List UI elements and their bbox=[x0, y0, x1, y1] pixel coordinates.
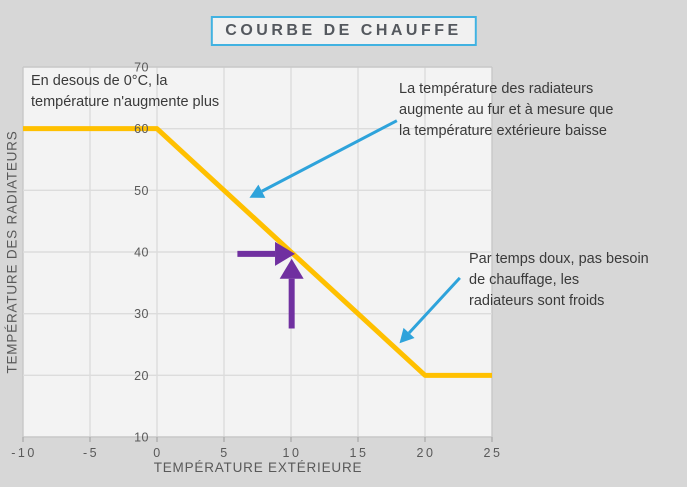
x-tick-label: -5 bbox=[83, 446, 99, 460]
chart-title: COURBE DE CHAUFFE bbox=[210, 16, 477, 46]
x-tick-labels: -10 -5 0 5 10 15 20 25 bbox=[11, 446, 503, 460]
callout-arrow-mild bbox=[399, 276, 461, 344]
x-tick-label: 5 bbox=[220, 446, 229, 460]
y-tick-label: 30 bbox=[134, 307, 149, 321]
marker-arrow-horizontal bbox=[237, 241, 296, 266]
x-tick-label: 10 bbox=[283, 446, 302, 460]
annotation-below-zero: En desous de 0°C, la température n'augme… bbox=[31, 73, 220, 110]
x-axis-title: TEMPÉRATURE EXTÉRIEURE bbox=[153, 460, 363, 475]
marker-arrow-vertical bbox=[279, 258, 304, 329]
y-tick-label: 10 bbox=[134, 431, 149, 445]
x-axis-tick-marks bbox=[22, 437, 493, 442]
y-tick-labels: 70 60 50 40 30 20 10 bbox=[134, 61, 149, 445]
marker-arrow-vertical-head bbox=[279, 258, 304, 279]
y-tick-label: 70 bbox=[134, 61, 149, 75]
x-tick-label: 20 bbox=[417, 446, 436, 460]
x-tick-label: 25 bbox=[484, 446, 503, 460]
y-tick-label: 50 bbox=[134, 184, 149, 198]
x-tick-label: 15 bbox=[350, 446, 369, 460]
y-tick-label: 20 bbox=[134, 369, 149, 383]
annotation-radiators-increase: La température des radiateurs augmente a… bbox=[399, 81, 614, 139]
callout-arrow-mild-head bbox=[399, 327, 415, 344]
annotation-mild-weather: Par temps doux, pas besoin de chauffage,… bbox=[469, 251, 649, 309]
callout-arrow-slope bbox=[249, 119, 398, 198]
marker-arrow-horizontal-head bbox=[275, 241, 296, 266]
callout-arrow-slope-head bbox=[249, 184, 266, 198]
x-tick-label: -10 bbox=[11, 446, 37, 460]
x-tick-label: 0 bbox=[153, 446, 162, 460]
y-axis-title: TEMPÉRATURE DES RADIATEURS bbox=[4, 130, 20, 374]
y-tick-label: 40 bbox=[134, 246, 149, 260]
y-tick-label: 60 bbox=[134, 122, 149, 136]
